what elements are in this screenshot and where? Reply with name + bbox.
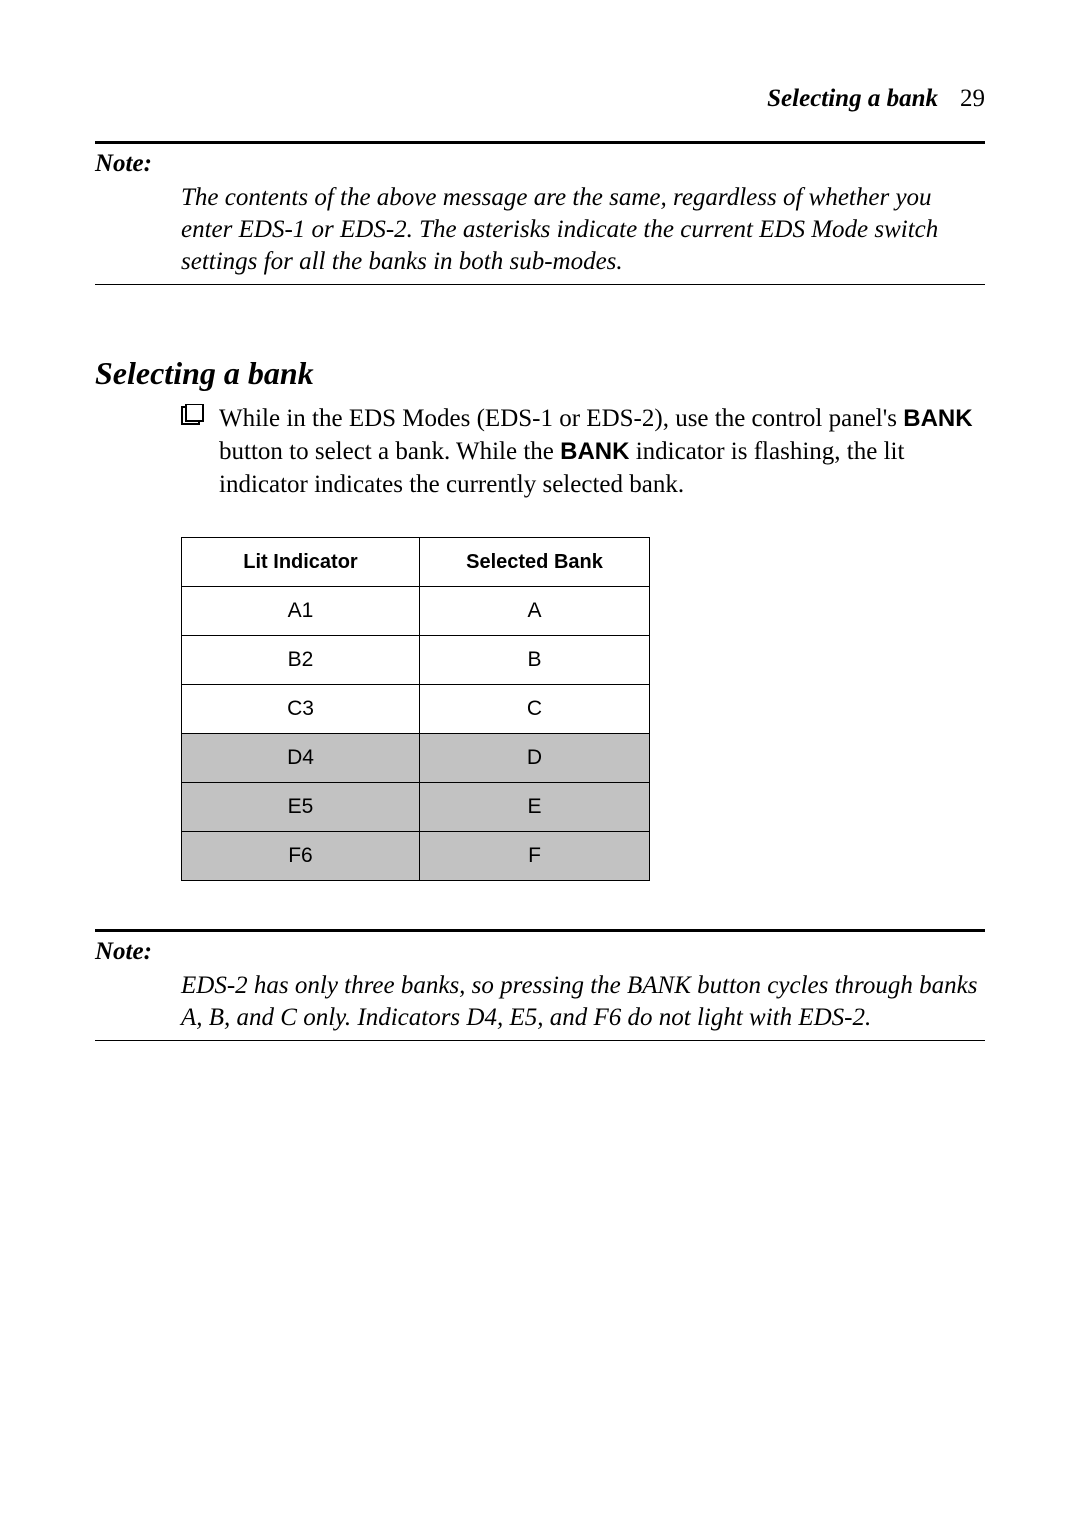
instruction-item: While in the EDS Modes (EDS-1 or EDS-2),… xyxy=(181,402,985,501)
note-body: The contents of the above message are th… xyxy=(181,182,985,278)
rule-icon xyxy=(95,929,985,932)
rule-icon xyxy=(95,1040,985,1041)
rule-icon xyxy=(95,284,985,285)
bank-table-wrap: Lit Indicator Selected Bank A1AB2BC3CD4D… xyxy=(181,537,985,881)
note-top: Note: The contents of the above message … xyxy=(95,141,985,285)
table-cell: E5 xyxy=(182,783,420,832)
rule-icon xyxy=(95,141,985,144)
spacer xyxy=(95,881,985,929)
note-label: Note: xyxy=(95,150,985,178)
table-cell: A xyxy=(420,587,650,636)
table-header-row: Lit Indicator Selected Bank xyxy=(182,538,650,587)
table-row: E5E xyxy=(182,783,650,832)
running-head: Selecting a bank 29 xyxy=(95,85,985,113)
table-row: D4D xyxy=(182,734,650,783)
table-row: C3C xyxy=(182,685,650,734)
checkbox-bullet-icon xyxy=(181,402,219,501)
table-cell: B2 xyxy=(182,636,420,685)
table-cell: B xyxy=(420,636,650,685)
text-run: While in the EDS Modes (EDS-1 or EDS-2),… xyxy=(219,405,903,432)
running-head-title: Selecting a bank xyxy=(767,85,938,112)
bank-keyword: BANK xyxy=(903,405,972,432)
section-title: Selecting a bank xyxy=(95,355,985,392)
note-label: Note: xyxy=(95,938,985,966)
text-run: button to select a bank. While the xyxy=(219,438,560,465)
table-cell: D4 xyxy=(182,734,420,783)
page: Selecting a bank 29 Note: The contents of… xyxy=(0,0,1080,1529)
instruction-text: While in the EDS Modes (EDS-1 or EDS-2),… xyxy=(219,402,985,501)
table-cell: D xyxy=(420,734,650,783)
table-row: F6F xyxy=(182,832,650,881)
page-number: 29 xyxy=(960,85,985,112)
col-header: Selected Bank xyxy=(420,538,650,587)
table-row: B2B xyxy=(182,636,650,685)
col-header: Lit Indicator xyxy=(182,538,420,587)
table-cell: F xyxy=(420,832,650,881)
table-cell: C xyxy=(420,685,650,734)
table-cell: C3 xyxy=(182,685,420,734)
table-cell: A1 xyxy=(182,587,420,636)
note-body: EDS-2 has only three banks, so pressing … xyxy=(181,970,985,1034)
table-cell: E xyxy=(420,783,650,832)
bank-keyword: BANK xyxy=(560,438,629,465)
note-bottom: Note: EDS-2 has only three banks, so pre… xyxy=(95,929,985,1041)
table-cell: F6 xyxy=(182,832,420,881)
bank-table: Lit Indicator Selected Bank A1AB2BC3CD4D… xyxy=(181,537,650,881)
table-row: A1A xyxy=(182,587,650,636)
